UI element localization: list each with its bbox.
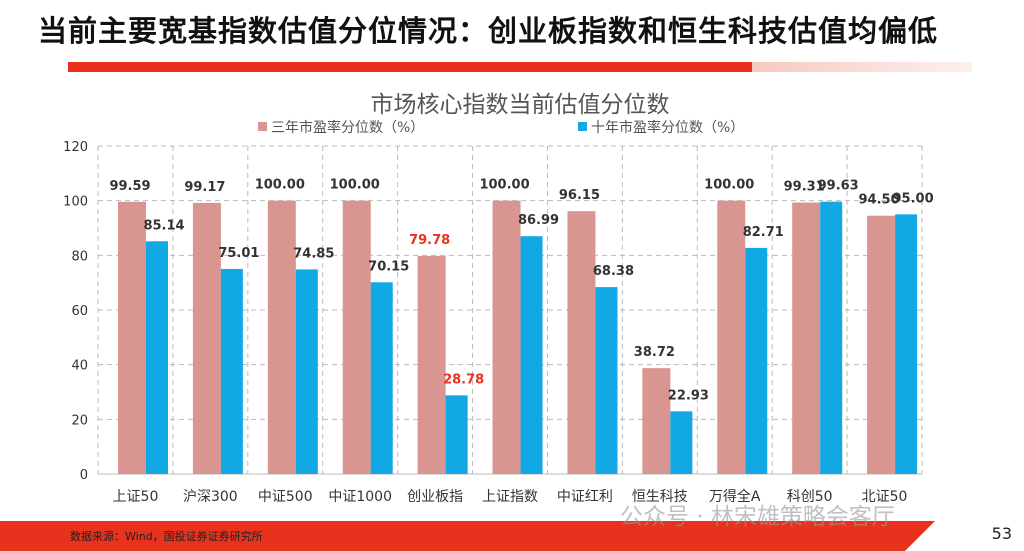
- data-label: 99.31: [784, 180, 825, 195]
- bar: [295, 269, 318, 474]
- x-tick-label: 沪深300: [183, 489, 238, 505]
- chart-title: 市场核心指数当前估值分位数: [371, 92, 670, 118]
- page-number: 53: [991, 524, 1012, 543]
- x-tick-label: 万得全A: [709, 488, 761, 505]
- data-label: 99.59: [109, 179, 150, 194]
- x-tick-label: 北证50: [862, 489, 908, 505]
- legend-swatch: [578, 122, 587, 131]
- data-label: 95.00: [893, 191, 934, 206]
- bar: [595, 287, 618, 474]
- data-label: 38.72: [634, 345, 675, 360]
- x-tick-label: 上证指数: [482, 489, 538, 505]
- bar: [820, 201, 843, 475]
- y-tick-label: 100: [63, 195, 88, 210]
- bar: [220, 268, 243, 474]
- data-label: 94.50: [859, 193, 900, 208]
- title-underline-fade: [752, 62, 972, 72]
- data-label: 99.63: [818, 179, 859, 194]
- slide-title: 当前主要宽基指数估值分位情况：创业板指数和恒生科技估值均偏低: [38, 14, 939, 48]
- data-label: 79.78: [409, 233, 450, 248]
- title-underline: [68, 62, 752, 72]
- bar: [370, 282, 393, 474]
- bar: [267, 200, 296, 474]
- x-tick-label: 创业板指: [407, 489, 463, 505]
- data-label: 100.00: [479, 178, 529, 193]
- bar: [792, 202, 821, 474]
- legend-swatch: [258, 122, 267, 131]
- data-label: 99.17: [184, 180, 225, 195]
- data-label: 100.00: [704, 178, 754, 193]
- x-tick-label: 上证50: [113, 489, 159, 505]
- bar: [146, 241, 168, 474]
- bar: [745, 247, 768, 474]
- data-label: 70.15: [368, 259, 409, 274]
- data-label: 74.85: [293, 246, 334, 261]
- data-label: 22.93: [668, 388, 709, 403]
- data-label: 96.15: [559, 188, 600, 203]
- data-label: 85.14: [143, 218, 184, 233]
- bar: [192, 202, 221, 474]
- data-label: 100.00: [255, 178, 305, 193]
- bar: [445, 395, 468, 474]
- data-label: 75.01: [218, 246, 259, 261]
- bar: [520, 236, 543, 474]
- y-tick-label: 120: [63, 140, 88, 155]
- bar: [342, 200, 371, 474]
- legend-label: 三年市盈率分位数（%）: [271, 119, 424, 136]
- bar: [492, 200, 521, 474]
- y-tick-label: 20: [71, 413, 88, 428]
- data-label: 86.99: [518, 213, 559, 228]
- bar: [895, 214, 918, 475]
- data-label: 100.00: [330, 178, 380, 193]
- x-tick-label: 恒生科技: [632, 489, 688, 505]
- legend-label: 十年市盈率分位数（%）: [591, 119, 744, 136]
- y-tick-label: 0: [80, 468, 88, 483]
- x-tick-label: 中证500: [258, 489, 313, 505]
- y-tick-label: 80: [71, 249, 88, 264]
- bar: [417, 255, 446, 474]
- y-tick-label: 40: [71, 359, 88, 374]
- data-label: 28.78: [443, 372, 484, 387]
- y-tick-label: 60: [71, 304, 88, 319]
- data-label: 68.38: [593, 264, 634, 279]
- data-label: 82.71: [743, 225, 784, 240]
- source-note: 数据来源：Wind，国投证券证券研究所: [70, 530, 263, 543]
- bar: [670, 411, 693, 474]
- watermark: 公众号 · 林宋雄策略会客厅: [620, 504, 895, 530]
- x-tick-label: 中证红利: [557, 489, 613, 505]
- bar: [118, 201, 146, 474]
- footer-band: [0, 521, 935, 551]
- x-tick-label: 科创50: [787, 489, 833, 505]
- x-tick-label: 中证1000: [328, 489, 392, 505]
- bar: [867, 215, 896, 474]
- bar: [567, 211, 596, 474]
- bar: [717, 200, 746, 474]
- bar: [642, 368, 671, 474]
